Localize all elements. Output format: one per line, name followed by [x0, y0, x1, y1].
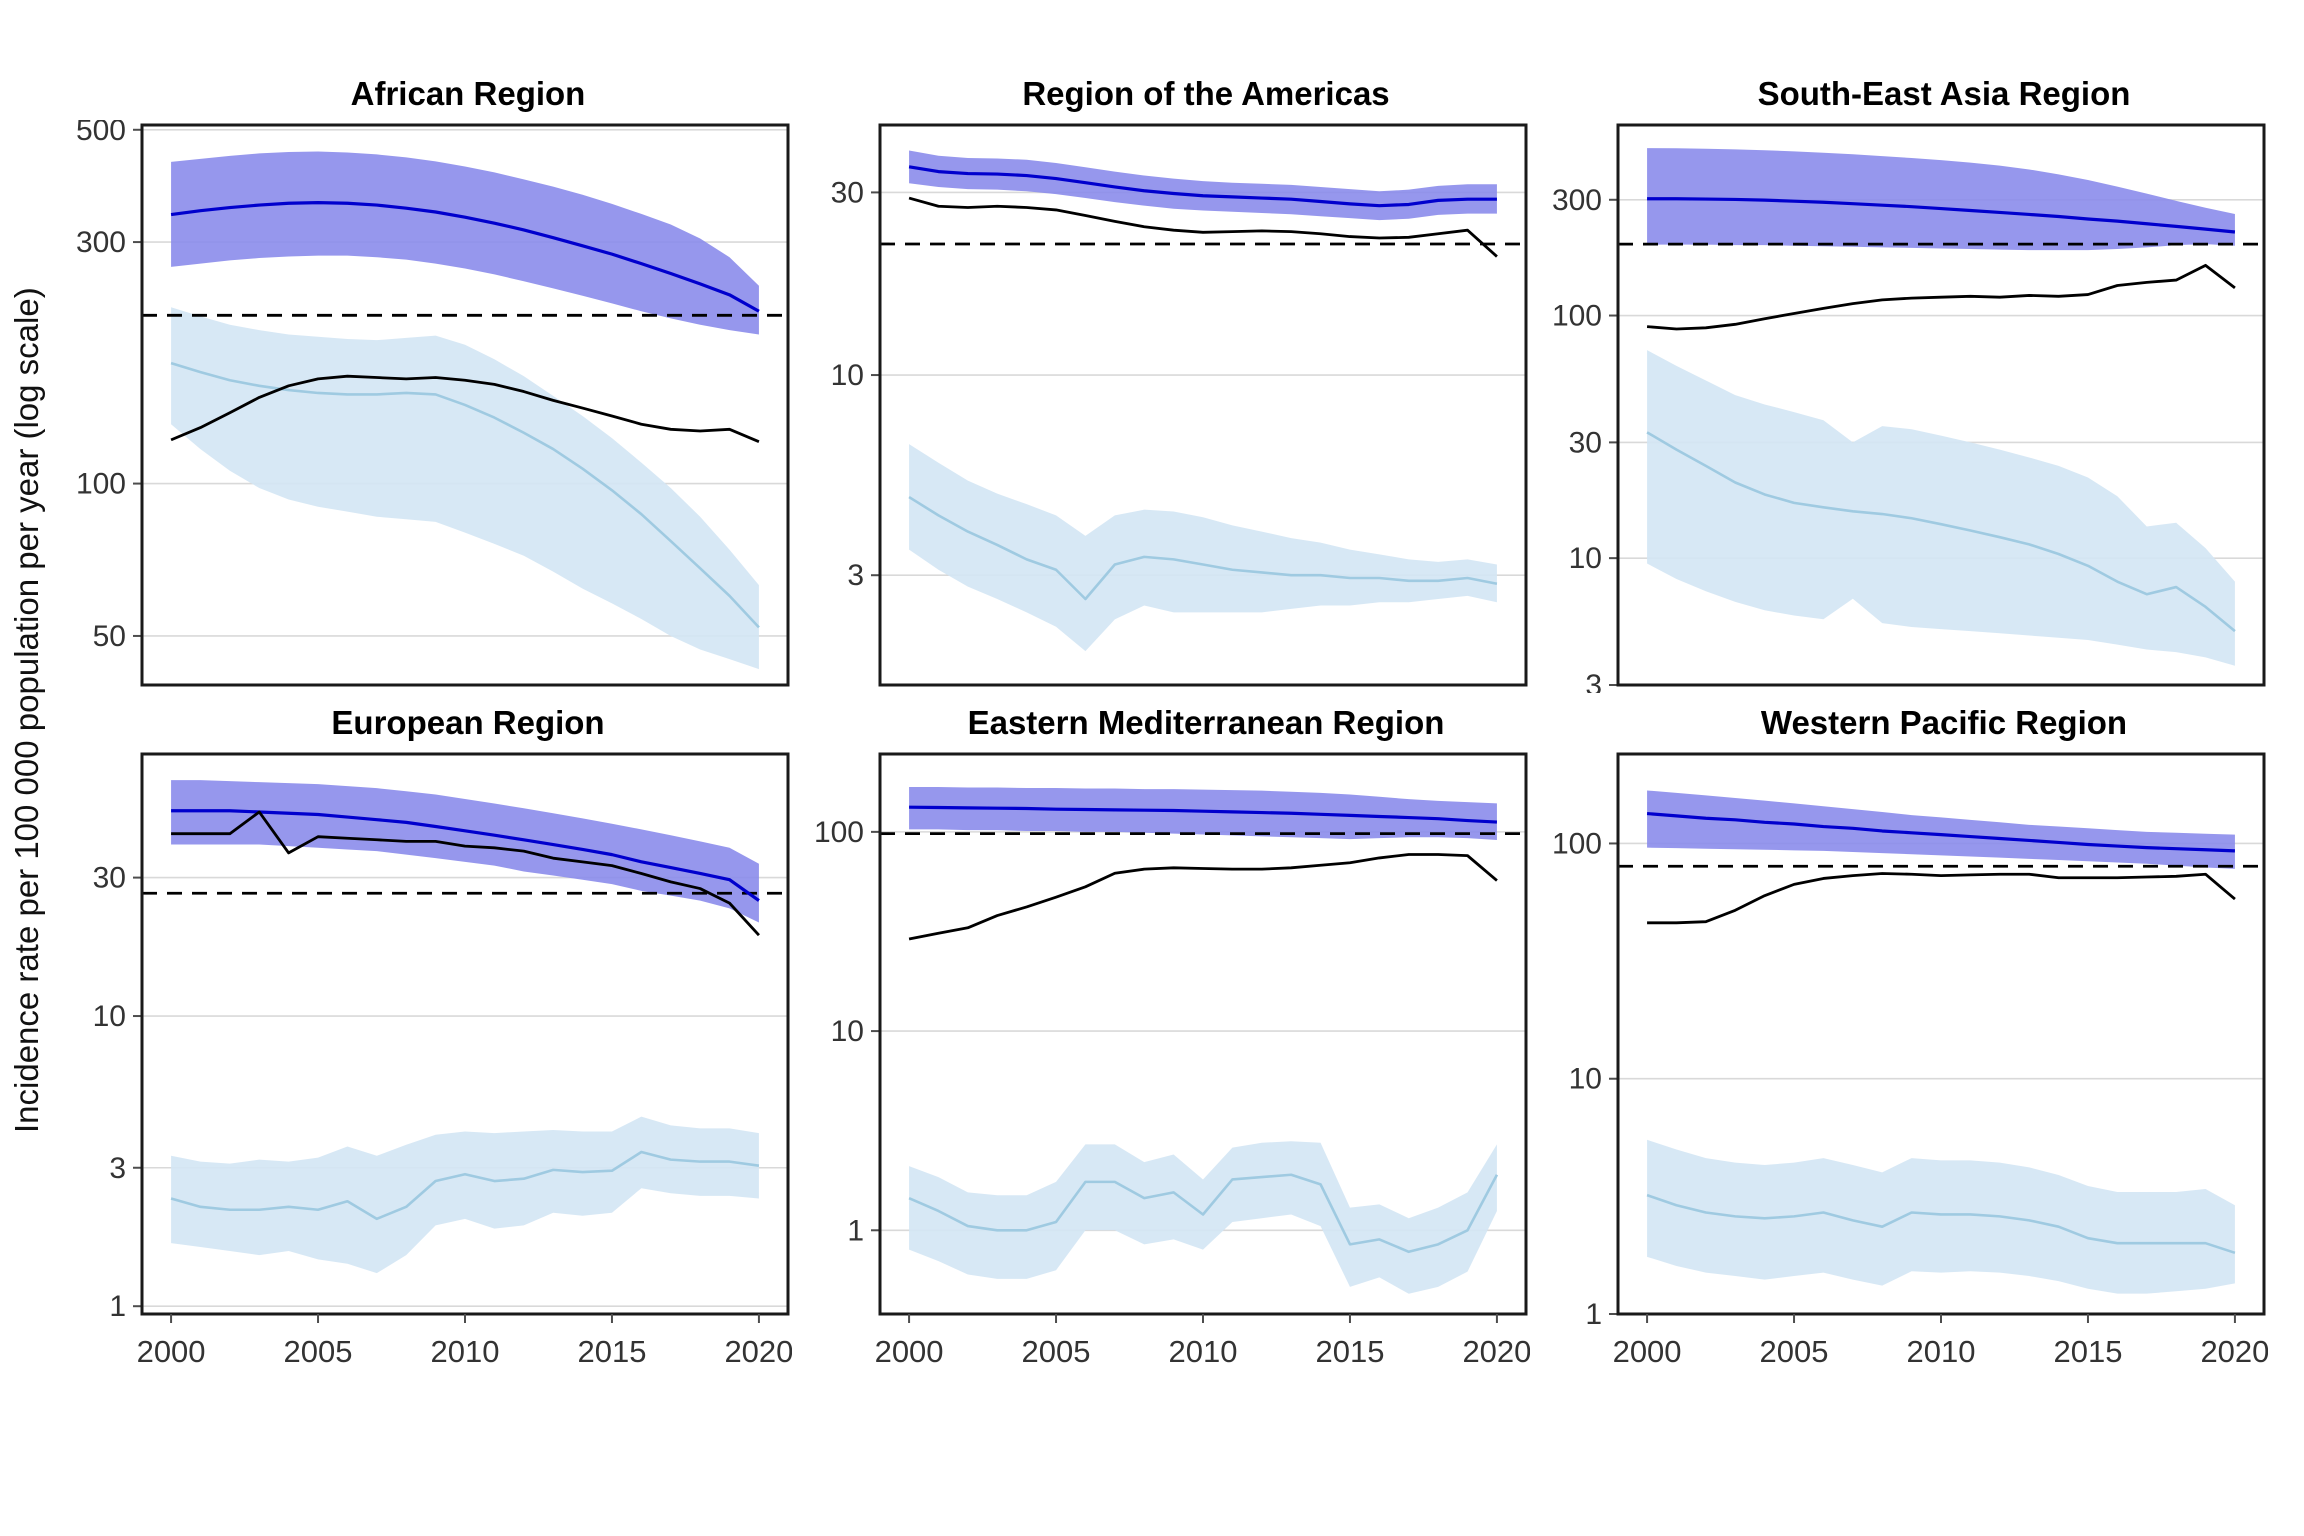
panel-title-region-of-the-americas: Region of the Americas [1022, 75, 1390, 112]
svg-text:2010: 2010 [1907, 1334, 1976, 1369]
svg-text:10: 10 [1569, 542, 1602, 575]
svg-text:2005: 2005 [284, 1334, 353, 1369]
svg-text:100: 100 [1552, 827, 1602, 860]
svg-text:1: 1 [847, 1214, 864, 1247]
svg-text:100: 100 [1552, 300, 1602, 333]
svg-text:100: 100 [814, 816, 864, 849]
panel-western-pacific-region: Western Pacific Region 100 10 1 2000 2005 201… [1540, 693, 2270, 1394]
svg-text:50: 50 [93, 620, 126, 653]
svg-text:300: 300 [76, 226, 126, 259]
svg-text:2020: 2020 [724, 1334, 792, 1369]
svg-text:10: 10 [1569, 1063, 1602, 1096]
svg-text:2010: 2010 [1169, 1334, 1238, 1369]
svg-text:2000: 2000 [875, 1334, 944, 1369]
plot-south-east-asia-region: 300 100 30 10 3 [1552, 123, 2266, 693]
svg-text:10: 10 [93, 1000, 126, 1033]
svg-text:2020: 2020 [1462, 1334, 1530, 1369]
svg-text:30: 30 [831, 176, 864, 209]
svg-text:500: 500 [76, 120, 126, 147]
svg-text:2005: 2005 [1760, 1334, 1829, 1369]
svg-text:30: 30 [1569, 426, 1602, 459]
panel-title-african-region: African Region [350, 75, 586, 112]
svg-text:10: 10 [831, 1015, 864, 1048]
svg-text:2020: 2020 [2200, 1334, 2268, 1369]
panels-grid: African Region 500 300 100 50 Region of the… [64, 64, 2270, 1394]
svg-text:3: 3 [1585, 669, 1602, 693]
y-axis-label: Incidence rate per 100 000 population pe… [8, 287, 45, 1133]
panel-european-region: European Region 30 10 3 1 2000 2005 2010 2015 20… [64, 693, 794, 1394]
svg-text:10: 10 [831, 359, 864, 392]
panel-eastern-mediterranean-region: Eastern Mediterranean Region 100 10 1 2000 2… [802, 693, 1532, 1394]
plot-eastern-mediterranean-region: 100 10 1 2000 2005 2010 2015 2020 [814, 752, 1530, 1369]
svg-text:2000: 2000 [1613, 1334, 1682, 1369]
svg-text:1: 1 [1585, 1298, 1602, 1331]
svg-text:2015: 2015 [2053, 1334, 2122, 1369]
panel-south-east-asia-region: South-East Asia Region 300 100 30 10 3 [1540, 64, 2270, 693]
svg-text:3: 3 [109, 1152, 126, 1185]
svg-text:2015: 2015 [577, 1334, 646, 1369]
svg-text:300: 300 [1552, 184, 1602, 217]
plot-european-region: 30 10 3 1 2000 2005 2010 2015 2020 [93, 752, 792, 1369]
svg-text:2000: 2000 [137, 1334, 206, 1369]
plot-region-of-the-americas: 30 10 3 [831, 123, 1528, 687]
panel-title-south-east-asia-region: South-East Asia Region [1757, 75, 2131, 112]
svg-text:2015: 2015 [1315, 1334, 1384, 1369]
plot-western-pacific-region: 100 10 1 2000 2005 2010 2015 2020 [1552, 752, 2268, 1369]
panel-african-region: African Region 500 300 100 50 [64, 64, 794, 693]
svg-text:2005: 2005 [1022, 1334, 1091, 1369]
panel-title-eastern-mediterranean-region: Eastern Mediterranean Region [967, 704, 1445, 741]
svg-text:2010: 2010 [431, 1334, 500, 1369]
panel-title-european-region: European Region [331, 704, 605, 741]
panel-region-of-the-americas: Region of the Americas 30 10 3 [802, 64, 1532, 693]
svg-text:100: 100 [76, 468, 126, 501]
plot-african-region: 500 300 100 50 [76, 120, 790, 687]
svg-text:30: 30 [93, 862, 126, 895]
svg-text:3: 3 [847, 559, 864, 592]
svg-text:1: 1 [109, 1290, 126, 1323]
panel-title-western-pacific-region: Western Pacific Region [1760, 704, 2128, 741]
